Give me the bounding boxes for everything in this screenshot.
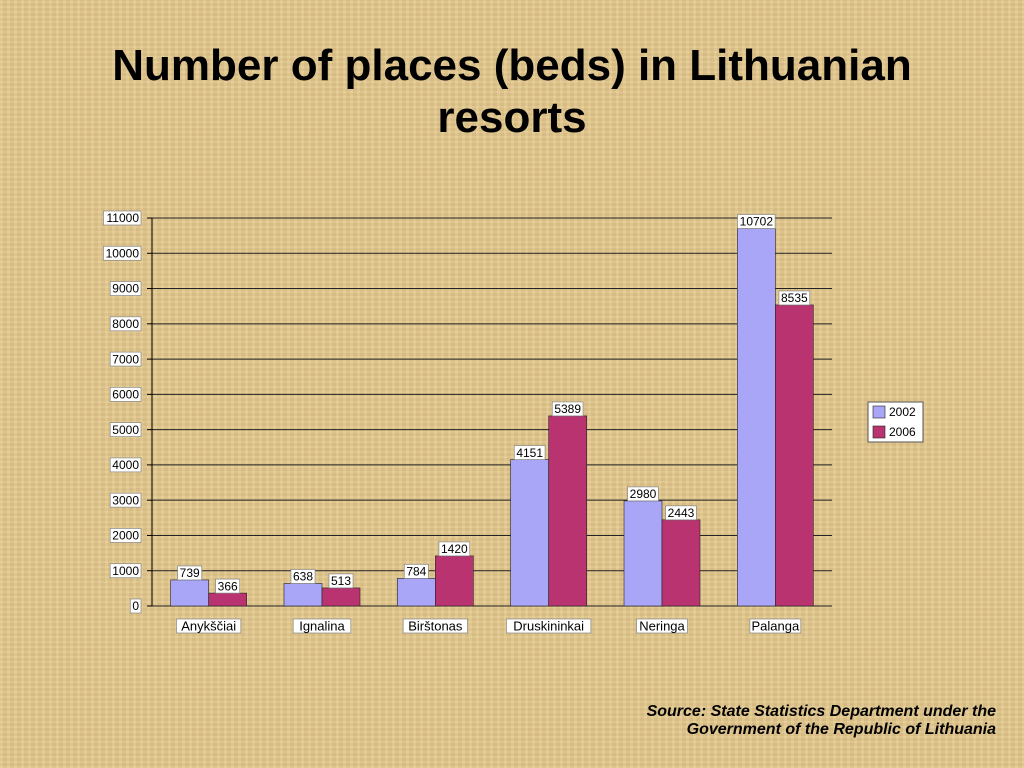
y-tick-label: 11000	[107, 211, 140, 225]
y-tick-box	[109, 316, 142, 332]
value-label: 366	[218, 579, 238, 593]
value-label: 10702	[740, 215, 774, 229]
y-tick-label: 0	[132, 599, 139, 613]
value-label-box	[551, 401, 584, 417]
y-tick-label: 10000	[106, 246, 140, 260]
legend-swatch	[872, 425, 886, 439]
x-tick-label: Ignalina	[299, 618, 345, 633]
y-tick-box	[109, 422, 142, 437]
bar	[510, 459, 549, 607]
value-label-box	[737, 214, 776, 229]
value-label: 8535	[781, 291, 808, 305]
bar	[737, 228, 776, 607]
y-tick-label: 5000	[112, 423, 139, 437]
bar	[208, 592, 247, 607]
bar	[321, 587, 361, 607]
value-label-box	[778, 290, 811, 306]
x-tick-label: Neringa	[639, 618, 685, 633]
y-tick-label: 3000	[112, 493, 139, 507]
bar	[661, 519, 701, 607]
legend-swatch	[872, 405, 886, 419]
bar	[548, 415, 587, 607]
bar	[435, 555, 474, 607]
source-note: Source: State Statistics Department unde…	[646, 703, 996, 738]
x-tick-label: Palanga	[751, 618, 799, 633]
category-box	[749, 618, 802, 634]
value-label: 2980	[630, 487, 657, 501]
y-tick-box	[109, 387, 142, 402]
category-box	[506, 618, 592, 634]
y-tick-label: 7000	[112, 352, 139, 366]
value-label-box	[328, 573, 354, 589]
bar	[623, 500, 663, 607]
value-label: 4151	[516, 446, 543, 460]
y-tick-label: 8000	[112, 317, 139, 331]
category-box	[402, 618, 468, 634]
value-label: 638	[293, 570, 313, 584]
chart-title: Number of places (beds) in Lithuanian re…	[112, 41, 912, 142]
value-label-box	[177, 565, 203, 581]
y-tick-label: 4000	[112, 458, 139, 472]
category-box	[292, 618, 352, 634]
y-tick-label: 9000	[112, 282, 139, 296]
value-label: 5389	[554, 402, 581, 416]
value-label-box	[513, 445, 546, 460]
y-tick-box	[109, 492, 142, 508]
value-label-box	[438, 541, 471, 557]
y-tick-box	[109, 281, 142, 296]
value-label: 1420	[441, 542, 468, 556]
value-label: 2443	[668, 506, 695, 520]
value-label-box	[627, 486, 659, 502]
bar	[283, 583, 323, 607]
y-tick-label: 2000	[112, 529, 139, 543]
y-tick-label: 6000	[112, 388, 139, 402]
y-tick-box	[103, 210, 142, 226]
y-tick-box	[129, 598, 142, 614]
y-tick-box	[109, 563, 142, 579]
value-label-box	[665, 505, 697, 521]
category-box	[176, 618, 242, 634]
bar	[397, 578, 436, 607]
y-tick-box	[109, 457, 142, 473]
x-tick-label: Anykščiai	[181, 618, 236, 633]
value-label: 739	[180, 566, 200, 580]
y-tick-box	[109, 528, 142, 543]
y-tick-box	[103, 245, 142, 261]
value-label-box	[215, 578, 241, 594]
bar	[170, 579, 209, 607]
value-label: 784	[406, 565, 426, 579]
x-tick-label: Birštonas	[408, 618, 463, 633]
y-tick-label: 1000	[112, 564, 139, 578]
category-box	[636, 618, 688, 634]
x-tick-label: Druskininkai	[513, 618, 584, 633]
legend-label: 2006	[889, 425, 916, 439]
y-tick-box	[109, 351, 142, 367]
value-label-box	[290, 569, 316, 584]
legend-label: 2002	[889, 405, 916, 419]
value-label: 513	[331, 574, 351, 588]
value-label-box	[403, 563, 429, 579]
bar	[775, 304, 814, 607]
